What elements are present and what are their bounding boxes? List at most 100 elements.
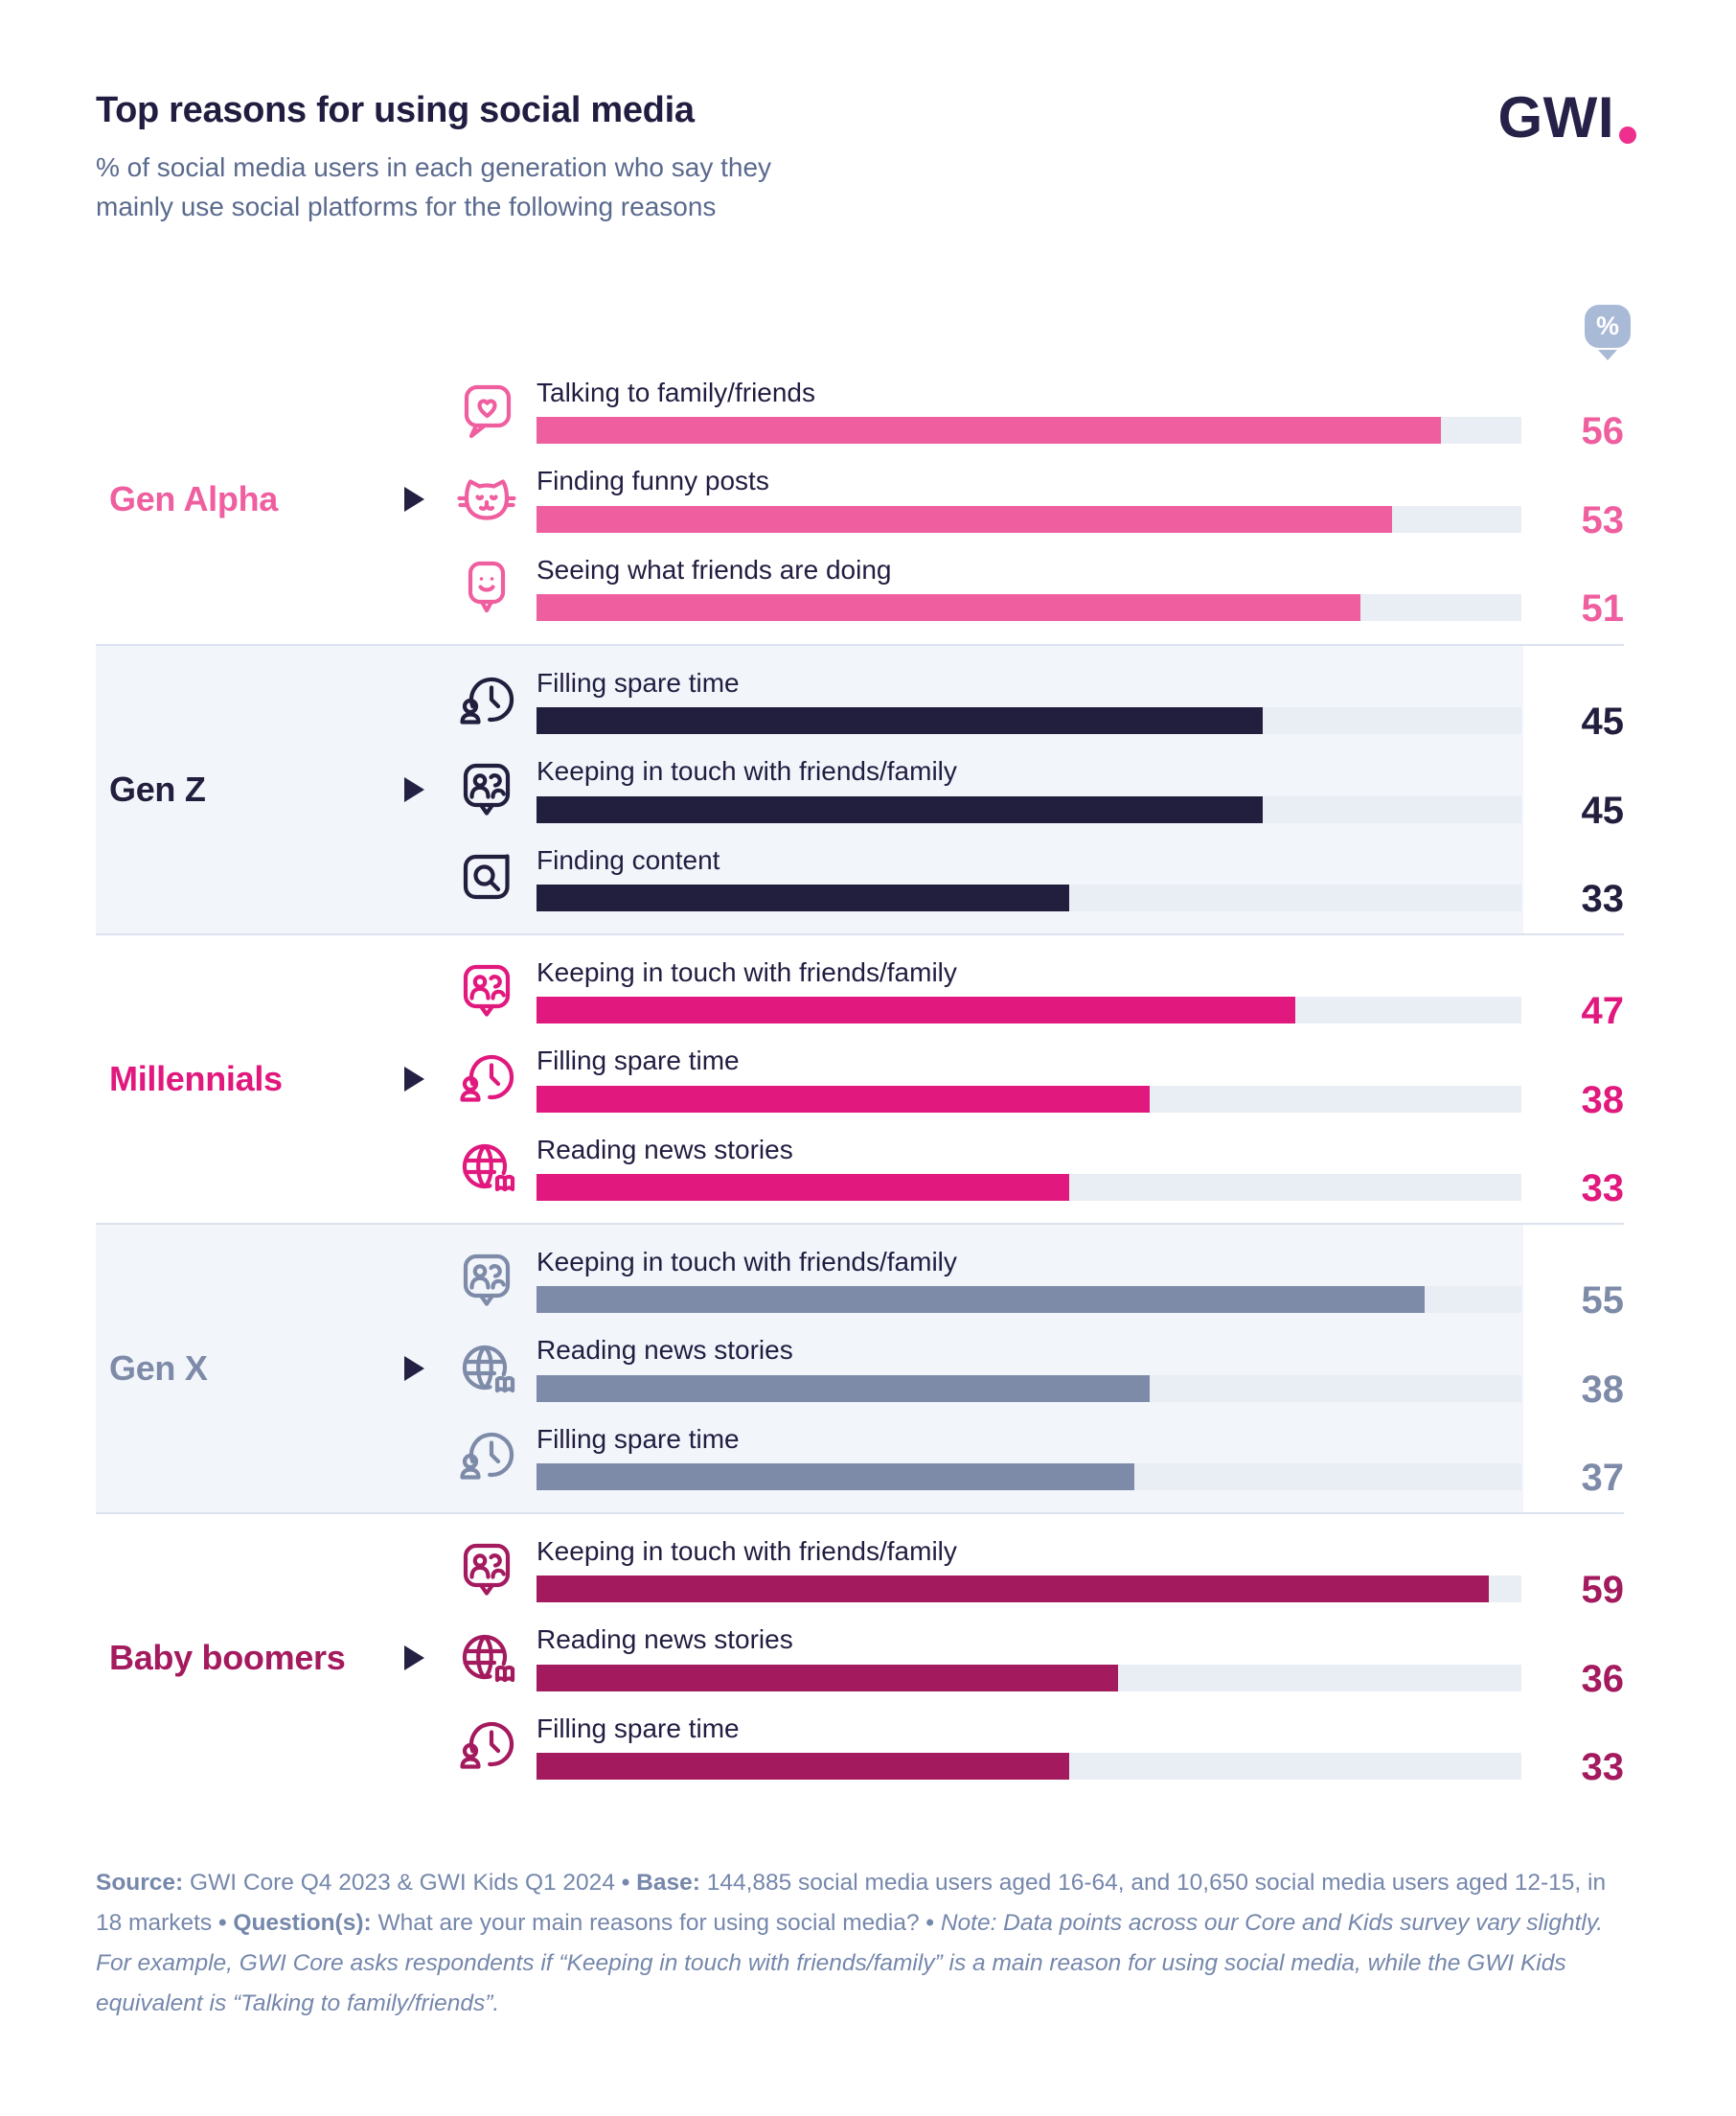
reason-content: Keeping in touch with friends/family [537, 1247, 1521, 1314]
reason-label: Keeping in touch with friends/family [537, 756, 957, 787]
bar-track [537, 1374, 1521, 1402]
bar-track [537, 505, 1521, 533]
source-note: Source: GWI Core Q4 2023 & GWI Kids Q1 2… [96, 1863, 1629, 2025]
bar-fill [537, 1286, 1425, 1314]
reason-content: Filling spare time [537, 1714, 1521, 1780]
reason-label: Reading news stories [537, 1134, 793, 1164]
person-clock-icon [436, 1048, 537, 1110]
search-bubble-icon [436, 847, 537, 908]
generation-cell: Baby boomers [96, 1638, 436, 1678]
value-label: 51 [1581, 586, 1625, 630]
source-note-segment: Note: Data points across our Core and Ki… [96, 1910, 1604, 2017]
bar-track [537, 417, 1521, 445]
globe-news-icon [436, 1627, 537, 1689]
arrow-right-icon [404, 1645, 424, 1670]
generation-cell: Gen X [96, 1348, 436, 1389]
generation-label: Gen X [109, 1348, 208, 1388]
bar-track [537, 1576, 1521, 1603]
percent-pin-label: % [1585, 305, 1631, 348]
generation-label: Gen Z [109, 770, 206, 809]
cat-face-icon [436, 469, 537, 530]
chat-smiley-icon [436, 557, 537, 618]
bar-fill [537, 1462, 1134, 1490]
generation-section: Baby boomers Keeping in touch with frien… [96, 1512, 1624, 1802]
bar-track [537, 707, 1521, 735]
person-clock-icon [436, 1426, 537, 1487]
reason-label: Filling spare time [537, 1713, 740, 1743]
page-subtitle: % of social media users in each generati… [96, 152, 772, 221]
reason-label: Keeping in touch with friends/family [537, 1247, 957, 1277]
source-note-segment: Question(s): [233, 1910, 378, 1937]
reason-row: Talking to family/friends 56 [436, 378, 1624, 450]
reason-label: Finding content [537, 844, 720, 875]
bar-track [537, 1286, 1521, 1314]
bar-fill [537, 795, 1264, 823]
reason-row: Filling spare time 45 [436, 668, 1624, 741]
generation-section: Gen X Keeping in touch with friends/fami… [96, 1223, 1624, 1512]
value-label: 38 [1581, 1368, 1625, 1411]
chat-people-icon [436, 759, 537, 820]
source-note-segment: Base: [636, 1870, 707, 1896]
generation-rows: Keeping in touch with friends/family 47 … [436, 957, 1625, 1208]
bar-fill [537, 997, 1296, 1024]
source-note-segment: Source: [96, 1870, 191, 1896]
reason-content: Filling spare time [537, 1046, 1521, 1113]
bar-fill [537, 1576, 1490, 1603]
percent-pin-icon: % [1585, 305, 1631, 360]
reason-row: Filling spare time 33 [436, 1714, 1624, 1786]
reason-content: Reading news stories [537, 1135, 1521, 1201]
value-label: 45 [1581, 701, 1625, 744]
value-label: 45 [1581, 789, 1625, 832]
value-label: 33 [1581, 877, 1625, 920]
bar-fill [537, 1752, 1070, 1780]
reason-content: Keeping in touch with friends/family [537, 957, 1521, 1024]
source-note-segment: GWI Core Q4 2023 & GWI Kids Q1 2024 [190, 1870, 622, 1896]
generation-section: Gen Alpha Talking to family/friends 56 F… [96, 355, 1624, 644]
generation-label: Gen Alpha [109, 479, 278, 518]
bar-track [537, 1173, 1521, 1201]
reason-label: Filling spare time [537, 1046, 740, 1076]
gwi-logo-text: GWI [1497, 85, 1614, 150]
reason-label: Reading news stories [537, 1335, 793, 1366]
reason-label: Talking to family/friends [537, 378, 816, 408]
reason-label: Finding funny posts [537, 466, 769, 496]
bar-chart: Gen Alpha Talking to family/friends 56 F… [96, 355, 1624, 1802]
bar-track [537, 884, 1521, 911]
bar-fill [537, 707, 1264, 735]
globe-news-icon [436, 1338, 537, 1399]
bar-fill [537, 1085, 1151, 1113]
chat-people-icon [436, 1250, 537, 1311]
value-label: 37 [1581, 1456, 1625, 1499]
reason-content: Keeping in touch with friends/family [537, 756, 1521, 823]
percent-pin-tip [1598, 350, 1617, 360]
reason-label: Keeping in touch with friends/family [537, 957, 957, 988]
arrow-right-icon [404, 1067, 424, 1092]
reason-row: Reading news stories 36 [436, 1624, 1624, 1698]
bar-fill [537, 417, 1441, 445]
arrow-right-icon [404, 777, 424, 802]
bar-fill [537, 593, 1360, 621]
value-label: 38 [1581, 1078, 1625, 1121]
reason-content: Seeing what friends are doing [537, 555, 1521, 621]
generation-cell: Millennials [96, 1059, 436, 1099]
value-label: 59 [1581, 1569, 1625, 1612]
value-label: 56 [1581, 410, 1625, 453]
page-title: Top reasons for using social media [96, 90, 695, 130]
generation-cell: Gen Alpha [96, 479, 436, 519]
source-note-segment: • [925, 1910, 941, 1937]
bar-track [537, 1462, 1521, 1490]
bar-track [537, 1664, 1521, 1691]
generation-rows: Filling spare time 45 Keeping in touch w… [436, 668, 1625, 918]
bar-fill [537, 505, 1393, 533]
source-note-segment: What are your main reasons for using soc… [377, 1910, 926, 1937]
source-note-segment: 144,885 social media users aged 16-64, a… [96, 1870, 1607, 1937]
reason-content: Reading news stories [537, 1624, 1521, 1691]
arrow-right-icon [404, 487, 424, 512]
generation-section: Millennials Keeping in touch with friend… [96, 933, 1624, 1223]
reason-row: Keeping in touch with friends/family 59 [436, 1536, 1624, 1609]
gwi-logo: GWI [1498, 84, 1636, 150]
value-label: 36 [1581, 1657, 1625, 1700]
chat-people-icon [436, 960, 537, 1022]
generation-section: Gen Z Filling spare time 45 Keeping in t… [96, 644, 1624, 933]
